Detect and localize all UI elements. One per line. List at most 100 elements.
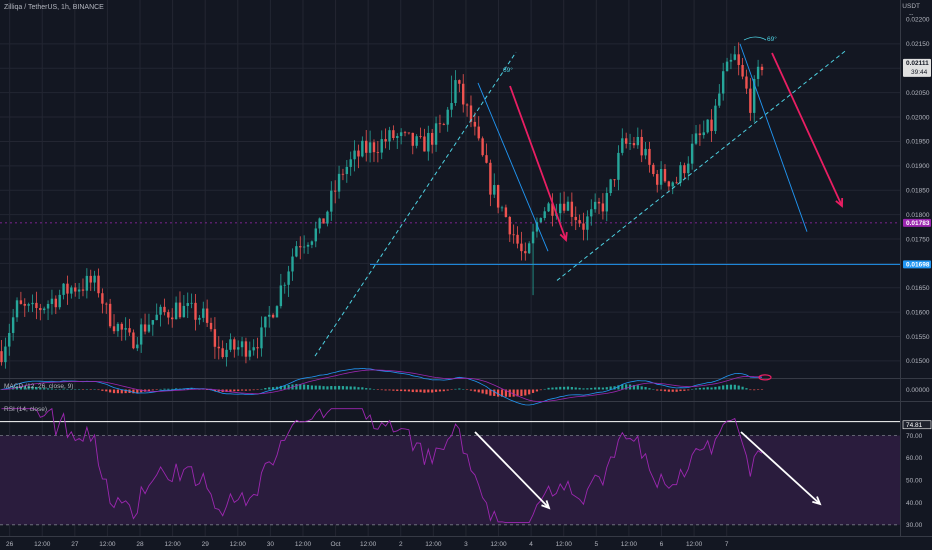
candle-body xyxy=(721,71,725,94)
candle-body xyxy=(760,66,764,71)
macd-histogram-bar xyxy=(594,387,597,390)
candle-body xyxy=(644,148,647,156)
candle-body xyxy=(190,302,193,304)
candle-body xyxy=(694,133,698,144)
candle-body xyxy=(139,324,143,345)
macd-histogram-bar xyxy=(442,389,445,392)
macd-histogram-bar xyxy=(675,389,678,392)
trendline-dashed xyxy=(556,50,846,281)
price-tick: 0.01650 xyxy=(906,285,930,292)
macd-histogram-bar xyxy=(233,389,236,392)
candle-body xyxy=(322,218,325,224)
rsi-white-arrow xyxy=(474,431,550,509)
candle-body xyxy=(229,339,232,350)
candle-body xyxy=(648,148,651,165)
candle-body xyxy=(632,143,636,146)
candle-body xyxy=(593,201,597,210)
candle-body xyxy=(535,222,539,232)
time-axis: 26 12:00 27 12:00 28 12:00 29 12:00 30 12:00 Oct 12… xyxy=(6,541,729,548)
macd-histogram-bar xyxy=(361,387,364,390)
macd-histogram-bar xyxy=(279,385,282,390)
rsi-current-tag xyxy=(902,420,932,430)
candle-body xyxy=(62,283,65,295)
candle-body xyxy=(547,203,550,212)
candle-body xyxy=(318,218,321,229)
macd-histogram-bar xyxy=(318,385,321,390)
candle-body xyxy=(27,304,30,306)
macd-histogram-bar xyxy=(566,386,570,390)
macd-histogram-bar xyxy=(93,389,96,390)
candle-body xyxy=(163,306,166,313)
candle-body xyxy=(252,347,255,351)
macd-histogram-bar xyxy=(702,387,705,390)
candle-body xyxy=(446,109,449,125)
candle-body xyxy=(147,324,151,332)
candle-body xyxy=(462,83,465,105)
price-tick: 0.01600 xyxy=(906,309,930,316)
candle-body xyxy=(411,132,414,146)
macd-histogram-bar xyxy=(578,387,581,390)
candle-body xyxy=(4,346,7,363)
rsi-tick: 70.00 xyxy=(906,433,923,440)
price-tag-label: 0.01783 xyxy=(906,220,930,227)
candle-body xyxy=(151,320,155,325)
time-tick: 12:00 xyxy=(360,541,377,548)
macd-histogram-bar xyxy=(310,385,313,390)
candle-body xyxy=(0,351,3,363)
time-tick: 12:00 xyxy=(164,541,181,548)
candle-body xyxy=(97,275,100,294)
time-tick: 12:00 xyxy=(556,541,573,548)
candle-body xyxy=(202,308,205,318)
candle-body xyxy=(725,61,729,72)
macd-histogram-bar xyxy=(687,389,690,391)
macd-histogram-bar xyxy=(155,389,158,390)
red-arrow xyxy=(509,85,567,241)
macd-histogram-bar xyxy=(19,385,22,390)
candle-body xyxy=(753,78,756,113)
candle-body xyxy=(205,308,209,323)
macd-histogram-bar xyxy=(454,388,457,390)
candle-body xyxy=(601,203,605,212)
macd-histogram-bar xyxy=(543,388,546,390)
macd-histogram-bar xyxy=(753,389,756,391)
candle-body xyxy=(299,246,302,248)
macd-histogram-bar xyxy=(757,389,760,390)
macd-histogram-bar xyxy=(31,386,34,390)
macd-histogram-bar xyxy=(671,389,674,392)
macd-histogram-bar xyxy=(423,389,426,393)
candle-body xyxy=(675,182,678,184)
candle-body xyxy=(337,173,341,192)
macd-histogram-bar xyxy=(431,389,434,393)
macd-histogram-bar xyxy=(140,389,143,393)
candle-body xyxy=(427,132,430,152)
candle-body xyxy=(302,246,306,248)
candle-body xyxy=(167,312,170,318)
macd-histogram-bar xyxy=(477,389,480,393)
candle-body xyxy=(240,341,244,348)
candle-body xyxy=(508,216,511,235)
candle-body xyxy=(399,132,403,137)
macd-histogram-bar xyxy=(136,389,139,394)
time-tick: 12:00 xyxy=(490,541,507,548)
macd-histogram-bar xyxy=(547,387,550,390)
candle-body xyxy=(248,350,252,357)
candle-body xyxy=(233,339,236,350)
macd-histogram-bar xyxy=(268,387,271,390)
macd-histogram-bar xyxy=(520,389,523,397)
macd-histogram-bar xyxy=(23,385,26,390)
chart-drawings: 69° 69° xyxy=(314,35,846,510)
candle-body xyxy=(365,140,368,153)
macd-histogram-bar xyxy=(722,385,725,390)
macd-histogram-bar xyxy=(733,384,736,390)
macd-histogram-bar xyxy=(171,388,174,390)
time-tick: 30 xyxy=(267,541,275,548)
rsi-tick: 40.00 xyxy=(906,500,923,507)
macd-tick: 0.00000 xyxy=(906,387,930,394)
macd-histogram-bar xyxy=(644,387,647,390)
candle-body xyxy=(574,216,577,221)
candle-body xyxy=(283,284,286,286)
macd-histogram-bar xyxy=(287,385,290,390)
macd-histogram-bar xyxy=(159,388,162,390)
candle-body xyxy=(384,139,387,142)
